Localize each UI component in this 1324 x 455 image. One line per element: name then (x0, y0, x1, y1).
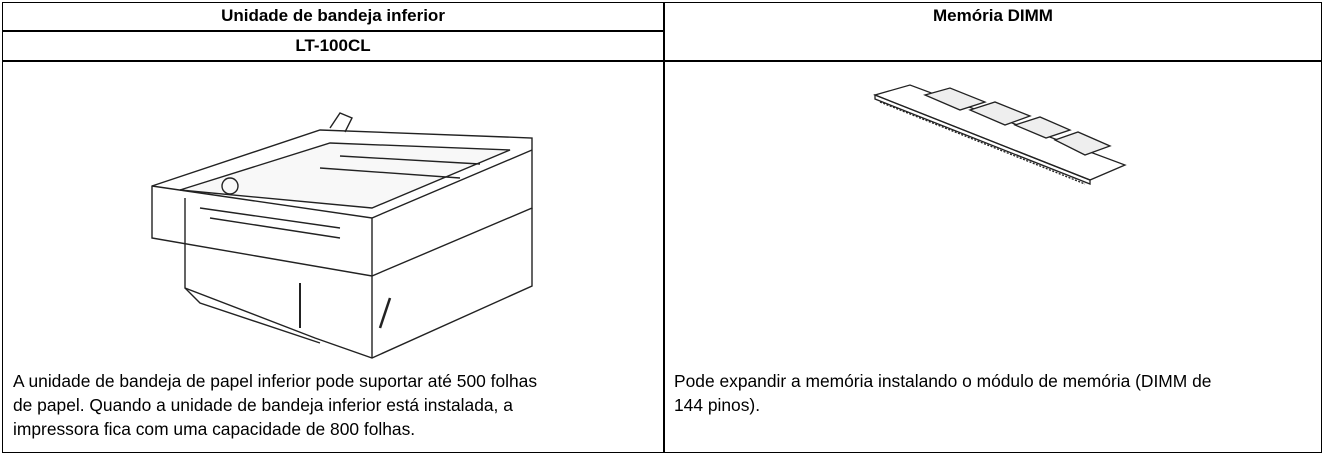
column-divider (663, 2, 665, 453)
model-name: LT-100CL (295, 36, 371, 55)
column-header: Unidade de bandeja inferior (221, 6, 445, 25)
tray-illustration (151, 112, 533, 359)
description: A unidade de bandeja de papel inferior p… (13, 371, 538, 439)
column-header: Memória DIMM (933, 6, 1053, 25)
dimm-illustration (872, 84, 1127, 185)
row-divider (2, 60, 1322, 62)
description: Pode expandir a memória instalando o mód… (674, 371, 1212, 415)
row-divider (2, 30, 664, 32)
